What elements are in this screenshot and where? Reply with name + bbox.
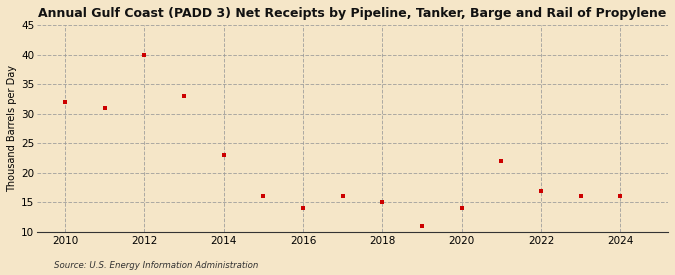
- Point: [615, 194, 626, 199]
- Point: [416, 224, 427, 228]
- Point: [456, 206, 467, 210]
- Point: [575, 194, 586, 199]
- Point: [179, 94, 190, 98]
- Point: [258, 194, 269, 199]
- Point: [298, 206, 308, 210]
- Point: [338, 194, 348, 199]
- Point: [377, 200, 387, 205]
- Y-axis label: Thousand Barrels per Day: Thousand Barrels per Day: [7, 65, 17, 192]
- Text: Source: U.S. Energy Information Administration: Source: U.S. Energy Information Administ…: [54, 260, 259, 270]
- Point: [496, 159, 507, 163]
- Point: [59, 100, 70, 104]
- Point: [139, 53, 150, 57]
- Title: Annual Gulf Coast (PADD 3) Net Receipts by Pipeline, Tanker, Barge and Rail of P: Annual Gulf Coast (PADD 3) Net Receipts …: [38, 7, 667, 20]
- Point: [99, 106, 110, 110]
- Point: [536, 188, 547, 193]
- Point: [218, 153, 229, 157]
